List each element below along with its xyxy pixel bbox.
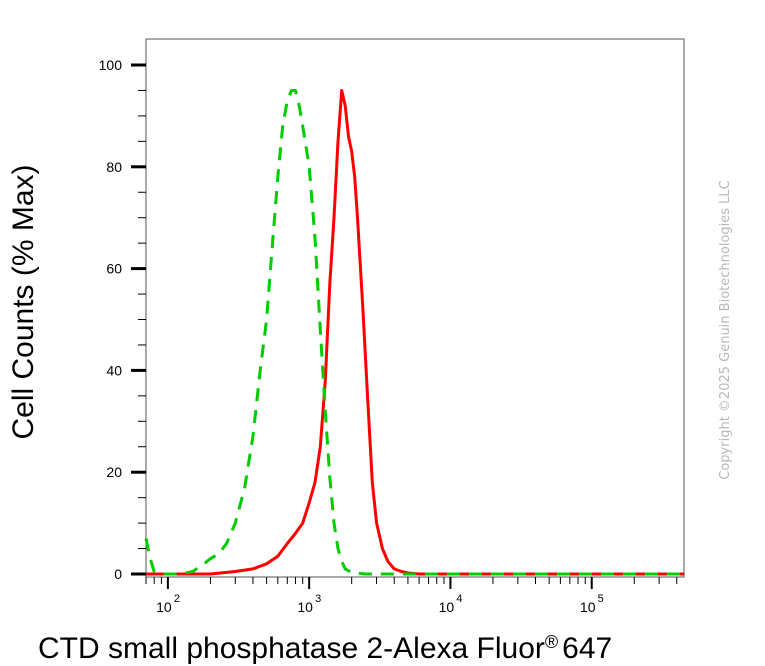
solid-histogram-line <box>146 89 684 576</box>
y-tick-label: 100 <box>99 57 123 73</box>
x-tick-exponent: 2 <box>174 593 180 605</box>
registered-mark: ® <box>545 632 558 652</box>
x-axis: 10 2 10 3 10 4 10 5 <box>145 577 678 615</box>
x-tick-exponent: 4 <box>456 593 462 605</box>
y-tick-label: 20 <box>106 464 122 480</box>
x-axis-title-main: CTD small phosphatase 2-Alexa Fluor <box>38 632 545 665</box>
y-tick-label: 80 <box>106 159 122 175</box>
copyright-watermark: Copyright ©2025 Genuin Biotechnologies L… <box>718 180 733 479</box>
x-tick-exponent: 5 <box>598 593 604 605</box>
x-tick-label: 10 <box>297 599 313 615</box>
x-tick-label: 10 <box>439 599 455 615</box>
y-tick-label: 0 <box>114 566 122 582</box>
dashed-histogram-line <box>144 89 684 576</box>
series-layer <box>144 89 684 576</box>
x-axis-title: CTD small phosphatase 2-Alexa Fluor® 647 <box>38 632 612 665</box>
y-tick-label: 60 <box>106 261 122 277</box>
y-tick-label: 40 <box>106 362 122 378</box>
plot-frame <box>145 38 685 578</box>
y-axis: 0 20 40 60 80 100 <box>99 57 146 582</box>
x-tick-label: 10 <box>156 599 172 615</box>
y-axis-title: Cell Counts (% Max) <box>7 164 40 439</box>
x-tick-exponent: 3 <box>315 593 321 605</box>
x-tick-label: 10 <box>580 599 596 615</box>
x-axis-title-suffix: 647 <box>562 632 612 665</box>
